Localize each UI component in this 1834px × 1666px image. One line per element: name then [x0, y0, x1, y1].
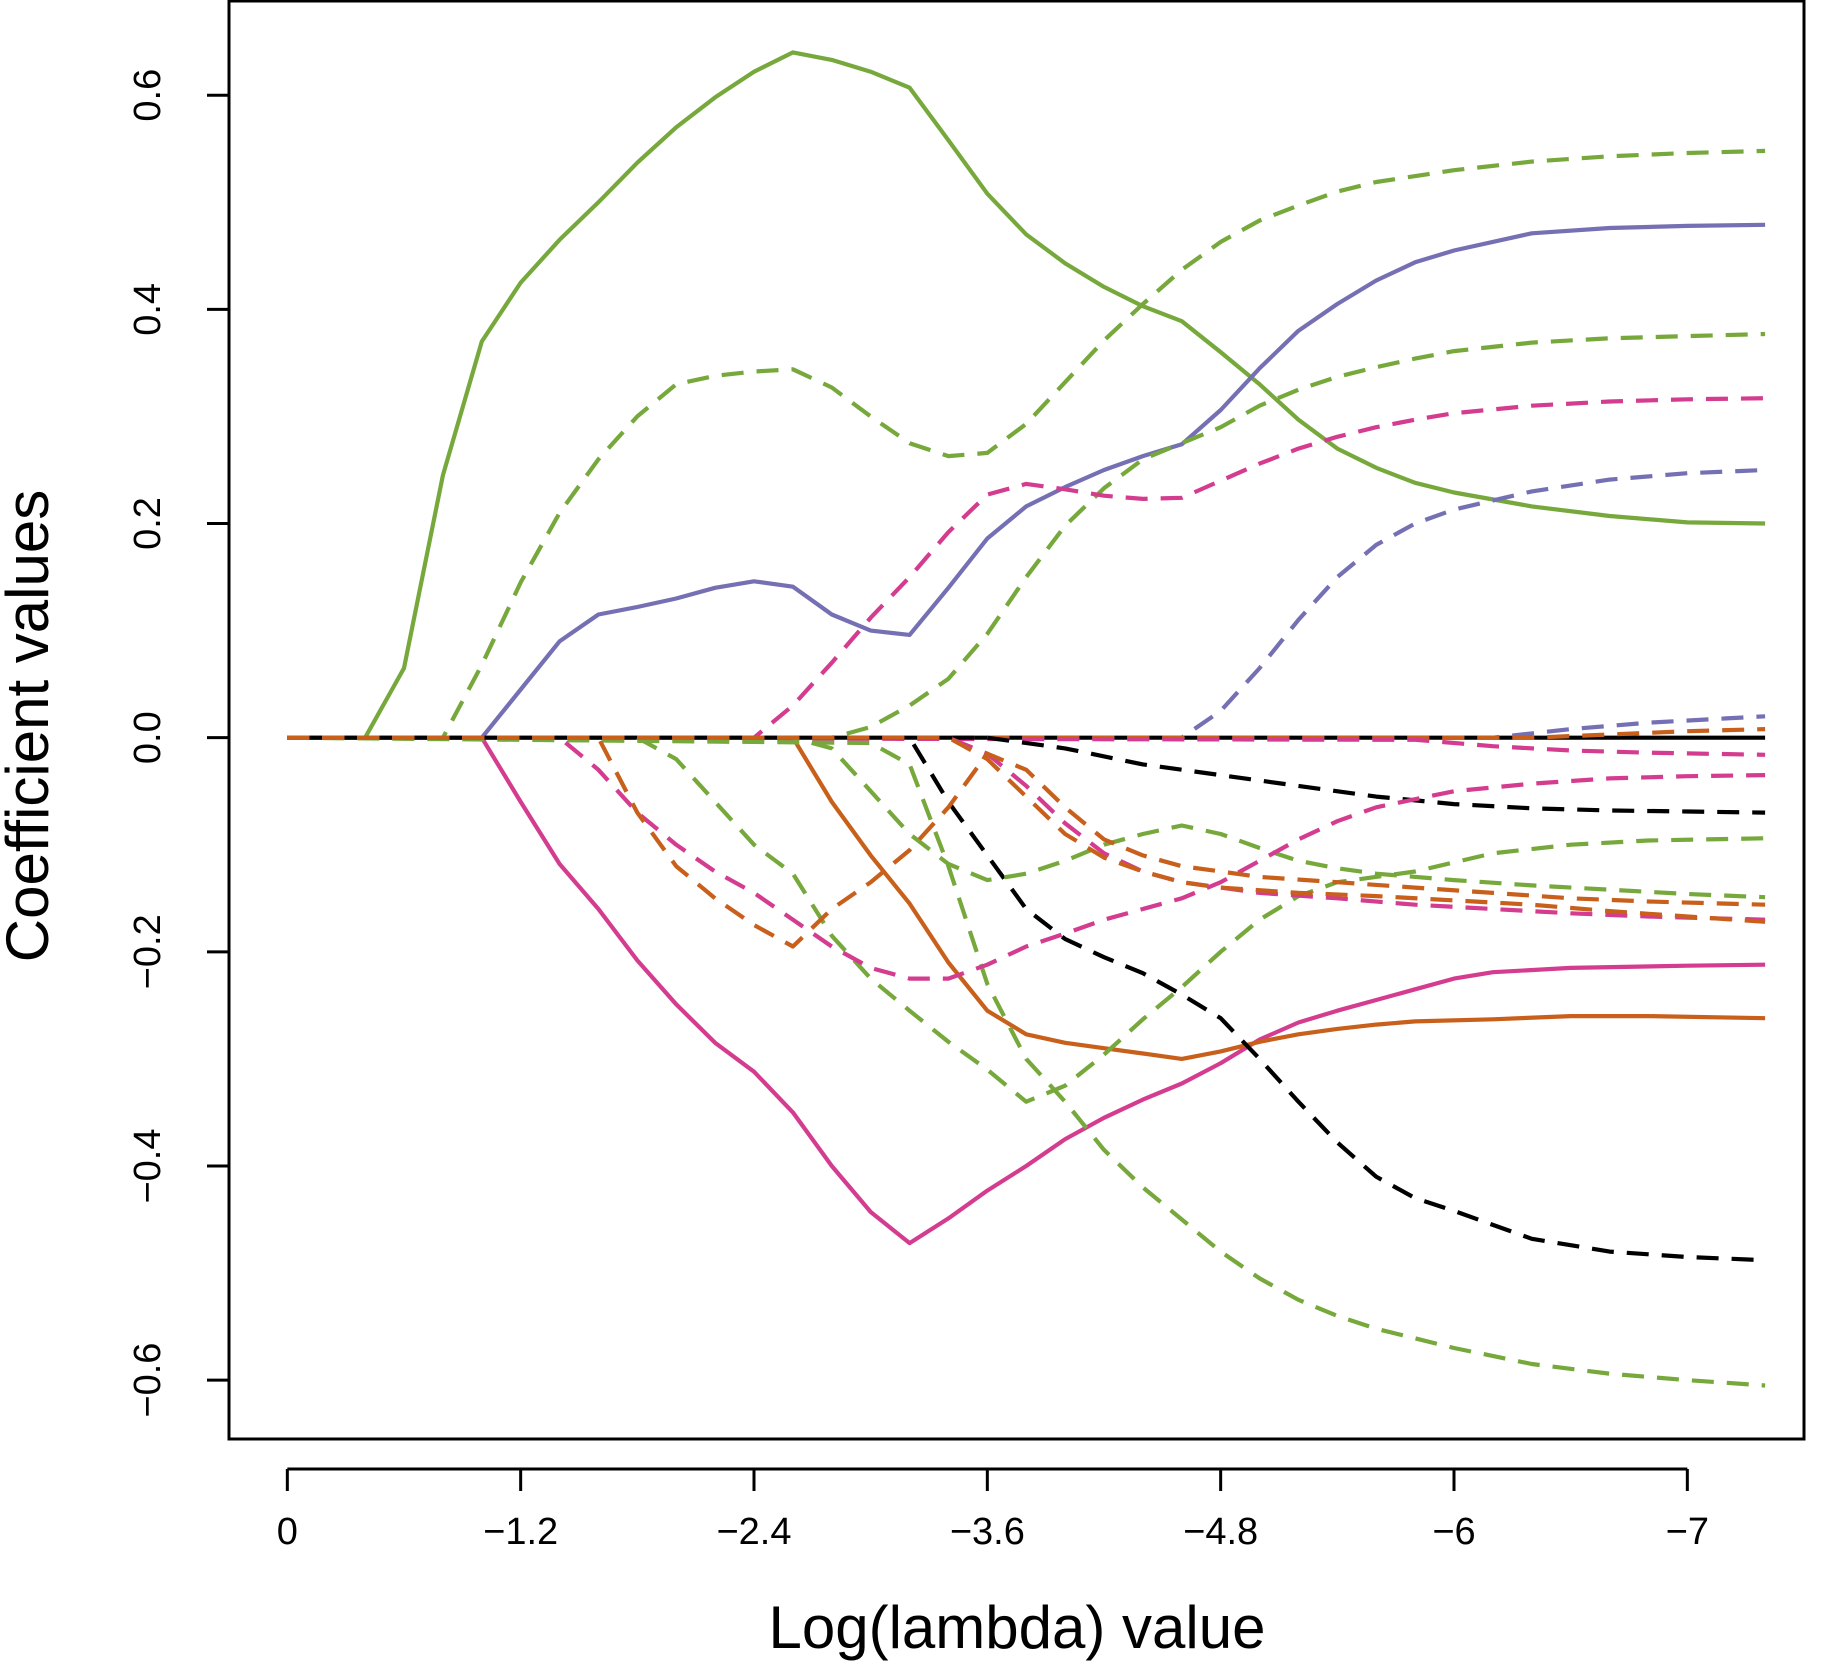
- x-axis: 0 −1.2 −2.4 −3.6 −4.8 −6 −7: [277, 1467, 1709, 1553]
- series-line-green-dashed-4: [287, 735, 1766, 900]
- x-tick-label: 0: [277, 1511, 298, 1553]
- x-tick-label: −7: [1666, 1511, 1709, 1553]
- series-line-green-dashed-3: [287, 735, 1766, 1104]
- y-tick-label: −0.4: [127, 1128, 169, 1203]
- x-tick-label: −3.6: [950, 1511, 1025, 1553]
- y-tick-label: 0.2: [127, 497, 169, 550]
- x-tick-label: −1.2: [483, 1511, 558, 1553]
- series-line-magenta-dashed-2: [287, 735, 1766, 757]
- y-tick-label: −0.2: [127, 914, 169, 989]
- x-axis-title: Log(lambda) value: [769, 1594, 1266, 1661]
- y-axis: −0.6 −0.4 −0.2 0.0 0.2 0.4 0.6: [127, 69, 229, 1418]
- plot-frame: [227, 0, 1806, 1441]
- series-line-purple-dashed-1: [287, 467, 1766, 740]
- y-tick-label: 0.4: [127, 283, 169, 336]
- series-line-green-dashed-2: [287, 331, 1766, 740]
- x-tick-label: −2.4: [716, 1511, 791, 1553]
- y-axis-title: Coefficient values: [0, 490, 61, 963]
- series-line-purple-solid: [287, 222, 1766, 740]
- series-line-orange-solid: [287, 735, 1766, 1062]
- series-line-purple-dashed-2: [287, 714, 1766, 740]
- series-line-green-dashed-1: [287, 148, 1766, 740]
- y-tick-label: 0.0: [127, 711, 169, 764]
- x-tick-label: −4.8: [1183, 1511, 1258, 1553]
- series-line-black-dashed-2: [287, 735, 1766, 1263]
- series-line-green-solid: [287, 50, 1766, 740]
- y-tick-label: −0.6: [127, 1343, 169, 1418]
- series-line-magenta-dashed-1: [287, 396, 1766, 740]
- x-tick-label: −6: [1432, 1511, 1475, 1553]
- series-line-magenta-dashed-3: [287, 735, 1766, 981]
- series-line-orange-dashed-2: [287, 735, 1766, 949]
- series-layer: [287, 50, 1766, 1388]
- y-tick-label: 0.6: [127, 69, 169, 122]
- series-line-orange-dashed-3: [287, 735, 1766, 924]
- series-line-green-dashed-5: [287, 735, 1766, 1388]
- series-line-black-dashed-1: [287, 735, 1766, 815]
- series-line-magenta-solid: [287, 735, 1766, 1246]
